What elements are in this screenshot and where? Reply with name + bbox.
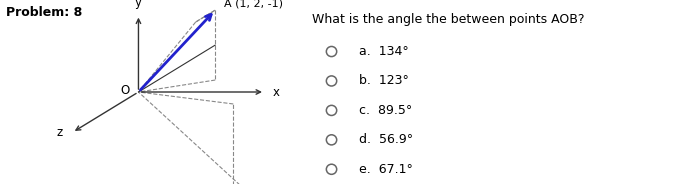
Text: e.  67.1°: e. 67.1° <box>359 163 413 176</box>
Text: A (1, 2, -1): A (1, 2, -1) <box>224 0 284 8</box>
Text: y: y <box>135 0 142 9</box>
Text: z: z <box>57 126 63 139</box>
Text: c.  89.5°: c. 89.5° <box>359 104 412 117</box>
Text: b.  123°: b. 123° <box>359 75 409 87</box>
Text: O: O <box>120 84 130 97</box>
Text: Problem: 8: Problem: 8 <box>6 6 83 19</box>
Text: d.  56.9°: d. 56.9° <box>359 133 413 146</box>
Text: x: x <box>272 86 279 98</box>
Text: a.  134°: a. 134° <box>359 45 409 58</box>
Text: What is the angle the between points AOB?: What is the angle the between points AOB… <box>312 13 584 26</box>
